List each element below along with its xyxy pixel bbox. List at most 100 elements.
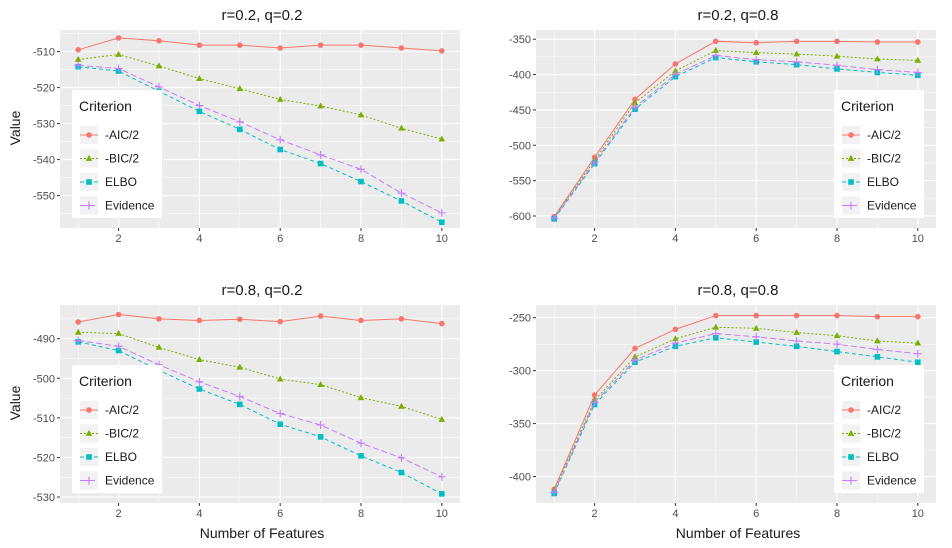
data-point-evidence <box>913 349 922 358</box>
data-point-evidence <box>276 135 285 144</box>
data-point-evidence <box>630 356 639 365</box>
legend-key-marker <box>848 454 854 460</box>
data-point-elbo <box>277 146 284 153</box>
legend-entry-label: -AIC/2 <box>105 128 139 142</box>
legend-title: Criterion <box>79 373 132 389</box>
data-point-aic2 <box>834 312 840 319</box>
data-point-aic2 <box>236 316 243 323</box>
legend-key-marker <box>85 429 93 436</box>
x-axis-label-left: Number of Features <box>200 525 325 541</box>
series-line-evidence <box>78 64 443 214</box>
data-point-evidence <box>235 392 244 401</box>
legend-entry-label: -BIC/2 <box>867 152 901 166</box>
legend-entry-label: ELBO <box>867 450 899 464</box>
data-point-aic2 <box>793 312 800 319</box>
data-point-elbo <box>398 198 405 204</box>
data-point-bic2 <box>317 102 324 109</box>
data-point-evidence <box>792 337 801 345</box>
x-tick-label: 2 <box>116 233 122 245</box>
data-point-evidence <box>316 420 325 429</box>
data-point-aic2 <box>277 318 284 325</box>
data-point-elbo <box>317 434 324 440</box>
x-tick-label: 6 <box>753 233 759 245</box>
legend-key-marker <box>85 154 93 161</box>
data-point-elbo <box>358 453 364 459</box>
data-point-bic2 <box>833 52 841 59</box>
data-point-evidence <box>873 345 882 354</box>
data-point-evidence <box>195 101 204 110</box>
legend-key-marker <box>86 407 92 413</box>
data-point-evidence <box>833 61 842 70</box>
data-point-bic2 <box>196 356 203 363</box>
data-point-elbo <box>439 491 445 497</box>
data-point-elbo <box>874 354 881 360</box>
data-point-bic2 <box>115 329 122 336</box>
data-point-aic2 <box>75 319 81 325</box>
panel-r08-q08: 2 4 6 8 10 -250 -300 -350 -400 r=0.8, q=0.8 Criter… <box>509 282 936 520</box>
data-point-aic2 <box>398 316 405 322</box>
legend-title: Criterion <box>79 98 132 114</box>
data-point-aic2 <box>874 39 881 45</box>
data-point-evidence <box>550 214 559 223</box>
y-tick-label: -600 <box>509 211 531 223</box>
series-line-bic2 <box>78 53 442 140</box>
x-tick-label: 8 <box>834 508 840 520</box>
legend-entry-label: -AIC/2 <box>867 128 901 142</box>
data-point-evidence <box>590 158 599 167</box>
data-point-evidence <box>833 340 842 349</box>
panel-title: r=0.2, q=0.2 <box>222 7 303 24</box>
data-point-aic2 <box>712 312 719 319</box>
data-point-bic2 <box>672 335 679 342</box>
legend-key-marker <box>847 154 855 161</box>
legend-key-marker <box>847 429 855 436</box>
legend-key-marker <box>86 454 92 460</box>
data-point-bic2 <box>752 49 760 56</box>
data-point-bic2 <box>752 324 760 331</box>
series-line-aic2 <box>78 37 442 52</box>
data-point-bic2 <box>74 328 82 335</box>
data-point-bic2 <box>398 124 405 131</box>
y-tick-label: -450 <box>509 105 531 117</box>
data-point-evidence <box>671 70 680 79</box>
data-point-elbo <box>398 469 405 476</box>
legend-key-marker <box>86 132 92 138</box>
series-line-bic2 <box>553 50 918 218</box>
panel-title: r=0.2, q=0.8 <box>698 7 779 24</box>
data-point-aic2 <box>156 316 162 322</box>
y-tick-label: -350 <box>509 34 531 46</box>
data-point-aic2 <box>115 35 122 41</box>
legend-entry-label: Evidence <box>867 474 917 488</box>
y-tick-label: -530 <box>33 119 55 131</box>
data-point-bic2 <box>672 67 679 74</box>
data-point-elbo <box>712 335 719 341</box>
series-line-aic2 <box>553 315 918 490</box>
x-tick-label: 4 <box>196 508 202 520</box>
series-line-aic2 <box>553 40 918 217</box>
data-point-aic2 <box>712 38 719 45</box>
series-line-evidence <box>78 340 443 478</box>
data-point-bic2 <box>914 56 922 63</box>
data-point-evidence <box>397 453 406 462</box>
y-tick-label: -490 <box>33 334 55 346</box>
x-tick-label: 10 <box>436 508 448 520</box>
data-point-aic2 <box>358 42 364 48</box>
data-point-evidence <box>357 439 366 448</box>
data-point-aic2 <box>591 392 598 398</box>
data-point-bic2 <box>155 62 163 69</box>
data-point-aic2 <box>439 320 445 327</box>
data-point-evidence <box>792 57 801 66</box>
data-point-aic2 <box>874 313 881 320</box>
legend-key-marker <box>85 201 93 210</box>
data-point-elbo <box>358 178 364 185</box>
data-point-aic2 <box>75 47 81 53</box>
y-axis-label-bottom: Value <box>7 385 23 420</box>
data-point-aic2 <box>915 313 921 320</box>
data-point-bic2 <box>793 328 800 335</box>
x-tick-label: 2 <box>592 508 598 520</box>
data-point-elbo <box>236 126 243 133</box>
data-point-evidence <box>276 409 285 418</box>
data-point-aic2 <box>196 42 203 48</box>
data-point-elbo <box>115 347 122 354</box>
data-point-aic2 <box>753 39 760 46</box>
